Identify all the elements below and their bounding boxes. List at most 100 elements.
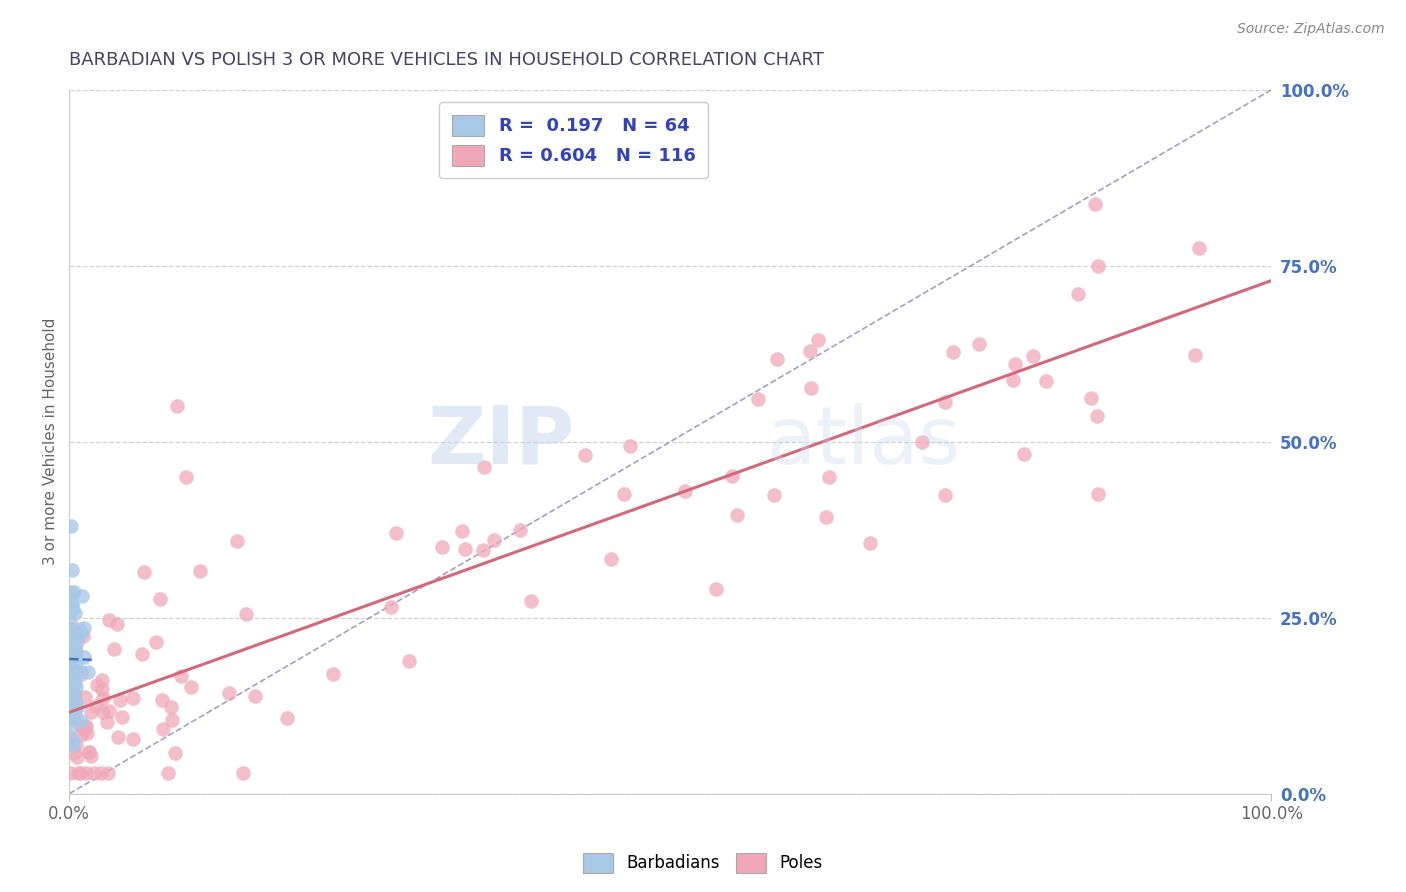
Point [1085, 409, 1108, 424]
Legend: Barbadians, Poles: Barbadians, Poles [576, 847, 830, 880]
Point [67, 622, 90, 636]
Point [62, 677, 84, 691]
Point [721, 468, 744, 483]
Point [145, 635, 167, 649]
Point [58, 588, 80, 602]
Point [59, 667, 82, 681]
Legend: R =  0.197   N = 64, R = 0.604   N = 116: R = 0.197 N = 64, R = 0.604 N = 116 [439, 103, 709, 178]
Point [65, 695, 87, 709]
Point [60, 671, 83, 685]
Point [60, 635, 83, 649]
Point [472, 460, 495, 475]
Point [62, 603, 84, 617]
Point [218, 685, 240, 699]
Point [765, 352, 787, 367]
Point [131, 647, 153, 661]
Point [1084, 196, 1107, 211]
Point [1188, 241, 1211, 255]
Point [243, 689, 266, 703]
Point [619, 439, 641, 453]
Point [807, 333, 830, 347]
Point [152, 722, 174, 736]
Point [59, 720, 82, 734]
Point [60, 665, 83, 679]
Text: atlas: atlas [766, 402, 960, 481]
Point [519, 594, 541, 608]
Point [59, 661, 82, 675]
Point [934, 395, 956, 409]
Y-axis label: 3 or more Vehicles in Household: 3 or more Vehicles in Household [44, 318, 58, 566]
Point [62, 686, 84, 700]
Point [911, 434, 934, 449]
Point [107, 731, 129, 745]
Point [75, 719, 97, 733]
Point [225, 534, 247, 549]
Point [62, 662, 84, 676]
Point [59, 622, 82, 636]
Point [80, 705, 103, 719]
Point [63, 713, 86, 727]
Point [121, 690, 143, 705]
Point [62, 696, 84, 710]
Point [60, 563, 83, 577]
Point [62, 732, 84, 747]
Point [232, 765, 254, 780]
Point [132, 566, 155, 580]
Point [60, 679, 83, 693]
Point [63, 674, 86, 689]
Point [599, 551, 621, 566]
Point [149, 592, 172, 607]
Point [62, 643, 84, 657]
Point [59, 675, 82, 690]
Point [91, 705, 114, 719]
Point [763, 488, 786, 502]
Point [725, 508, 748, 522]
Point [62, 663, 84, 677]
Point [276, 711, 298, 725]
Point [1087, 259, 1109, 273]
Point [98, 613, 121, 627]
Point [59, 731, 82, 746]
Point [73, 650, 96, 665]
Point [97, 765, 120, 780]
Point [59, 615, 82, 629]
Text: Source: ZipAtlas.com: Source: ZipAtlas.com [1237, 22, 1385, 37]
Point [96, 714, 118, 729]
Point [472, 543, 495, 558]
Point [65, 657, 87, 671]
Point [150, 693, 173, 707]
Point [75, 765, 97, 780]
Point [509, 523, 531, 537]
Point [77, 745, 100, 759]
Point [59, 596, 82, 610]
Point [66, 750, 89, 764]
Point [108, 693, 131, 707]
Point [76, 665, 98, 679]
Point [60, 647, 83, 661]
Point [380, 599, 402, 614]
Point [86, 678, 108, 692]
Point [188, 564, 211, 578]
Point [60, 662, 83, 676]
Point [63, 632, 86, 647]
Point [482, 533, 505, 547]
Point [70, 719, 93, 733]
Point [60, 671, 83, 685]
Point [799, 344, 821, 359]
Point [170, 669, 193, 683]
Point [1035, 374, 1057, 388]
Point [65, 640, 87, 655]
Point [65, 645, 87, 659]
Point [63, 584, 86, 599]
Point [60, 519, 83, 533]
Point [63, 648, 86, 663]
Point [63, 707, 86, 722]
Point [799, 380, 821, 394]
Text: ZIP: ZIP [427, 402, 574, 481]
Point [65, 680, 87, 694]
Point [62, 739, 84, 753]
Point [60, 695, 83, 709]
Point [934, 488, 956, 502]
Point [1067, 287, 1090, 301]
Point [59, 639, 82, 653]
